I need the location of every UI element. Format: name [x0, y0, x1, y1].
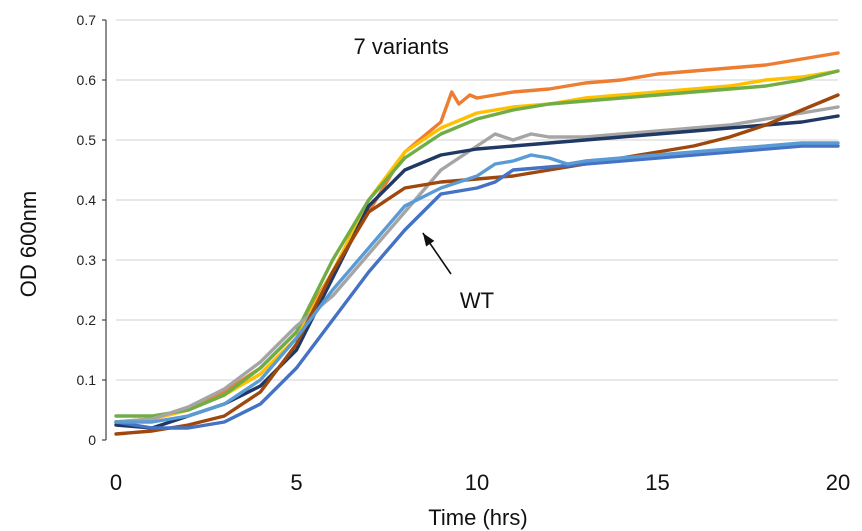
x-tick-label-2: 10 — [465, 470, 489, 495]
series-line-2 — [116, 71, 838, 416]
axes — [102, 20, 106, 440]
series-lines — [116, 53, 838, 434]
y-tick-label-4: 0.4 — [77, 192, 97, 208]
x-axis-label: Time (hrs) — [428, 505, 527, 530]
y-tick-label-0: 0 — [88, 432, 96, 448]
y-tick-label-1: 0.1 — [77, 372, 97, 388]
wt-annotation: WT — [460, 288, 494, 313]
x-tick-label-4: 20 — [826, 470, 850, 495]
wt-arrowhead — [423, 233, 434, 247]
y-tick-label-6: 0.6 — [77, 72, 97, 88]
y-axis-label: OD 600nm — [16, 191, 41, 297]
x-tick-label-1: 5 — [290, 470, 302, 495]
y-tick-label-7: 0.7 — [77, 12, 97, 28]
series-line-3 — [116, 107, 838, 422]
y-tick-label-2: 0.2 — [77, 312, 97, 328]
y-tick-labels: 0 0.1 0.2 0.3 0.4 0.5 0.6 0.7 — [77, 12, 97, 448]
x-tick-labels: 0 5 10 15 20 — [110, 470, 850, 495]
series-line-0 — [116, 53, 838, 422]
x-tick-label-0: 0 — [110, 470, 122, 495]
variants-annotation: 7 variants — [353, 34, 448, 59]
x-tick-label-3: 15 — [645, 470, 669, 495]
series-line-6 — [116, 146, 838, 428]
y-tick-label-3: 0.3 — [77, 252, 97, 268]
y-tick-label-5: 0.5 — [77, 132, 97, 148]
series-line-4 — [116, 116, 838, 428]
gridlines — [116, 20, 838, 380]
